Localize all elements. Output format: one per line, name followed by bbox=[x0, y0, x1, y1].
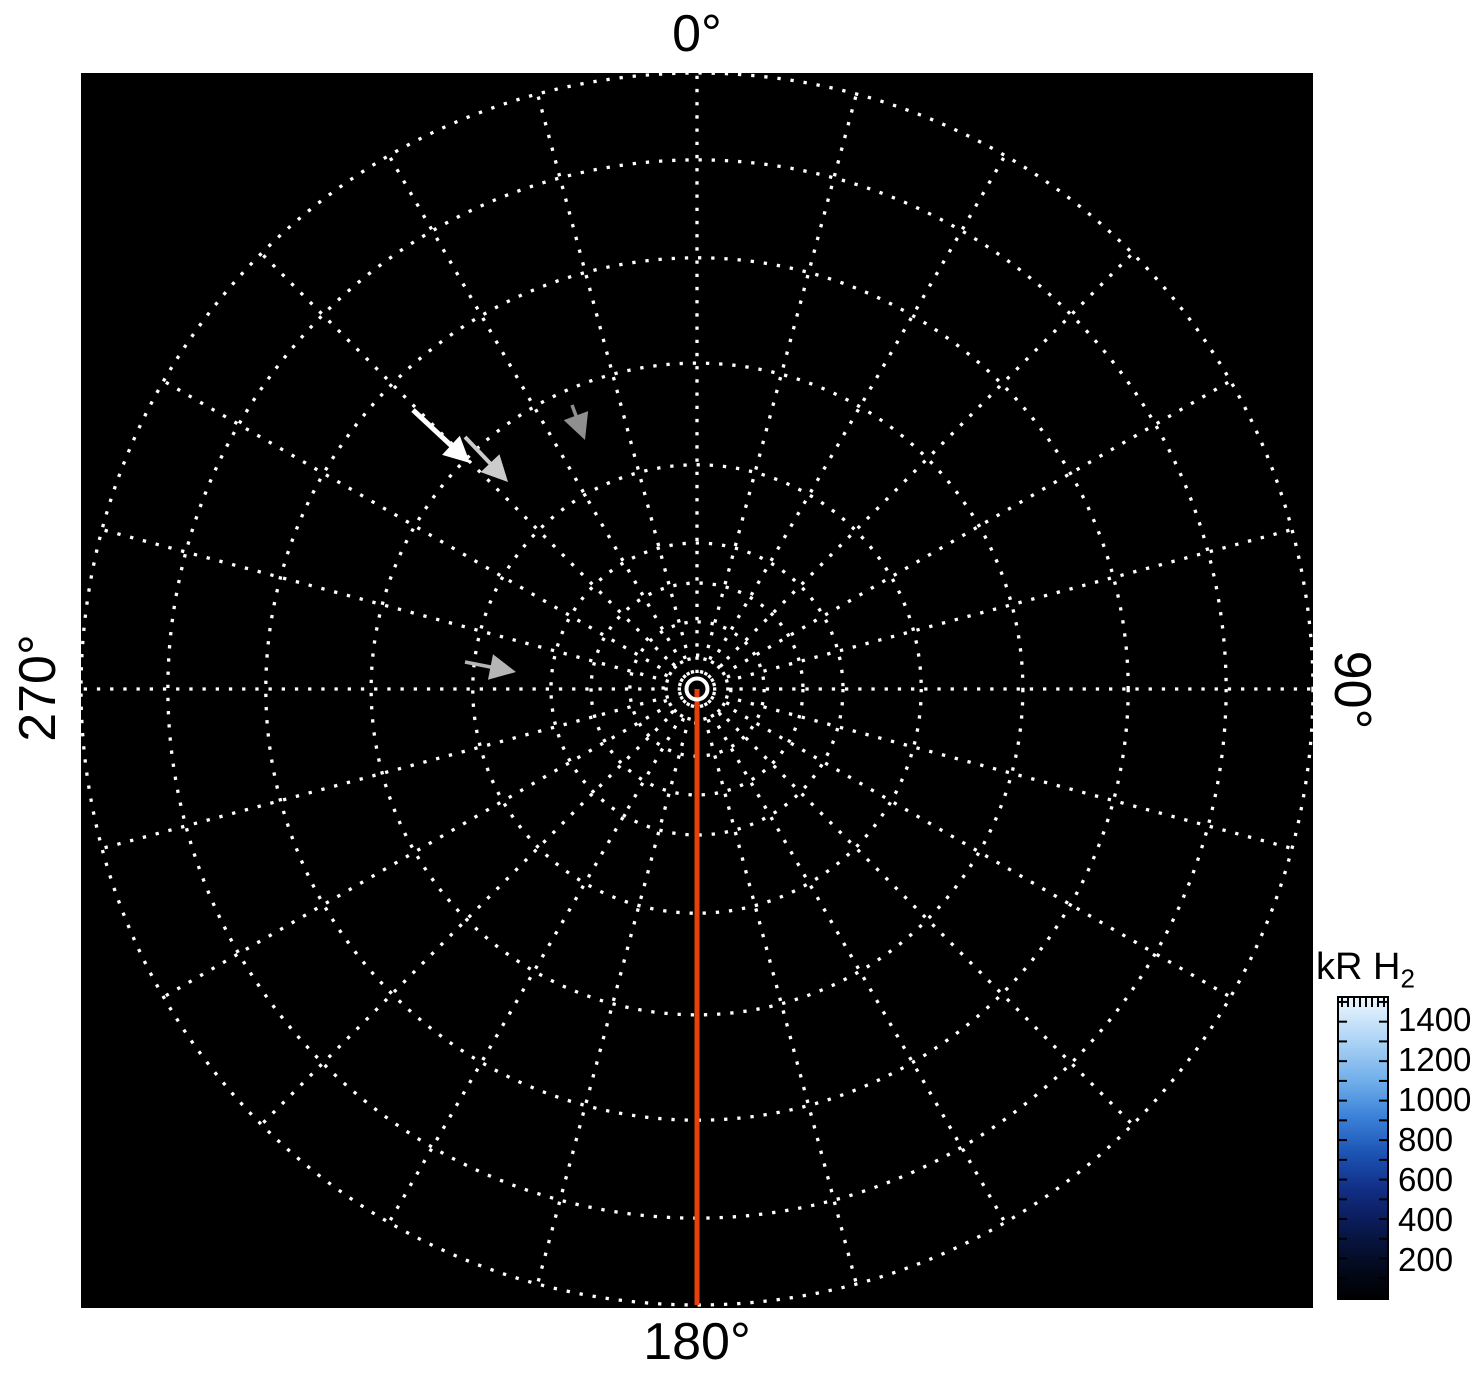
feature-arrow-shaft bbox=[411, 408, 456, 450]
angle-label-90: 90° bbox=[1323, 650, 1381, 730]
colorbar-tick-labels: 1400 1200 1000 800 600 400 200 bbox=[1398, 996, 1481, 1300]
angle-label-270: 270° bbox=[9, 634, 67, 742]
feature-arrow-head bbox=[480, 454, 508, 482]
feature-arrow-shaft bbox=[464, 660, 495, 670]
feature-arrow-head bbox=[442, 435, 470, 463]
colorbar-tick-label: 200 bbox=[1398, 1241, 1454, 1278]
colorbar-gradient-bar bbox=[1337, 996, 1389, 1300]
colorbar-title-text: kR H bbox=[1316, 946, 1401, 988]
colorbar-tick-label: 1400 bbox=[1398, 1001, 1472, 1038]
colorbar-tick-label: 600 bbox=[1398, 1161, 1454, 1198]
feature-arrow-shaft bbox=[463, 435, 495, 468]
colorbar-tick-label: 1200 bbox=[1398, 1041, 1472, 1078]
polar-plot-area bbox=[81, 73, 1313, 1308]
polar-grid-svg bbox=[81, 73, 1313, 1307]
colorbar-tick-label: 400 bbox=[1398, 1201, 1454, 1238]
colorbar-title: kR H2 bbox=[1316, 946, 1415, 995]
feature-arrow-head bbox=[487, 654, 516, 680]
feature-arrow-head bbox=[563, 411, 589, 440]
angle-label-0: 0° bbox=[672, 5, 722, 63]
colorbar-tick-label: 800 bbox=[1398, 1121, 1454, 1158]
colorbar-title-subscript: 2 bbox=[1400, 963, 1415, 994]
colorbar-tick-label: 1000 bbox=[1398, 1081, 1472, 1118]
angle-label-180: 180° bbox=[643, 1313, 751, 1371]
